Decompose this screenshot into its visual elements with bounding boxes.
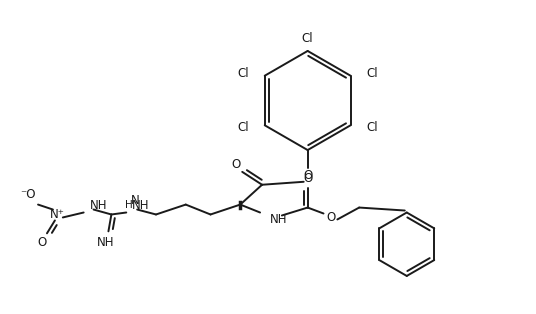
- Text: Cl: Cl: [367, 67, 378, 80]
- Text: O: O: [303, 169, 312, 182]
- Text: Cl: Cl: [237, 121, 249, 134]
- Text: O: O: [232, 159, 241, 171]
- Text: O: O: [327, 211, 336, 224]
- Text: N: N: [131, 194, 139, 207]
- Text: NH: NH: [270, 213, 287, 226]
- Text: Cl: Cl: [237, 67, 249, 80]
- Text: O: O: [38, 236, 47, 249]
- Text: ⁻O: ⁻O: [20, 188, 36, 201]
- Text: NH: NH: [96, 236, 114, 249]
- Text: Cl: Cl: [302, 32, 314, 45]
- Text: H: H: [125, 200, 133, 209]
- Text: NH: NH: [132, 199, 150, 212]
- Text: NH: NH: [90, 199, 107, 212]
- Text: Cl: Cl: [367, 121, 378, 134]
- Text: O: O: [303, 172, 312, 185]
- Text: N⁺: N⁺: [49, 208, 64, 221]
